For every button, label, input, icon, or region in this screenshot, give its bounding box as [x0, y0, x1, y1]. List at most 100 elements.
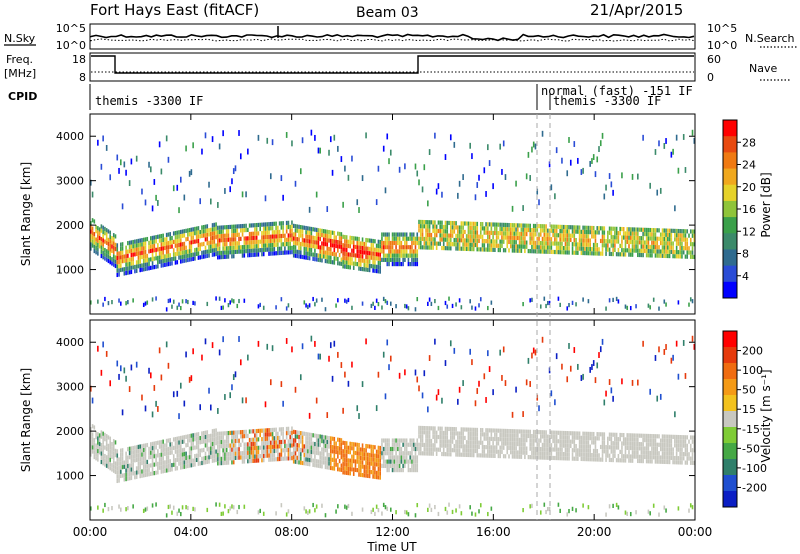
velocity-cell [164, 443, 166, 448]
velocity-cell [222, 448, 224, 453]
velocity-cell [90, 427, 92, 432]
power-cell [135, 243, 138, 248]
power-cell [391, 262, 394, 267]
velocity-cell [194, 437, 196, 442]
velocity-cell [404, 446, 406, 452]
velocity-cell [633, 437, 636, 442]
velocity-cell [195, 432, 198, 437]
power-cell [451, 220, 454, 226]
power-cell [98, 227, 101, 232]
velocity-cell [305, 431, 307, 437]
power-cell [573, 242, 576, 247]
power-cell [428, 224, 431, 229]
velocity-cell [476, 388, 479, 394]
nsky-tick-bottom-right: 10^0 [707, 39, 737, 52]
velocity-cell [250, 454, 253, 459]
velocity-cell [404, 509, 406, 515]
velocity-cell [543, 455, 546, 460]
power-cell [580, 229, 583, 234]
velocity-cell [411, 446, 413, 452]
velocity-cell [621, 378, 623, 385]
power-cell [292, 240, 295, 245]
velocity-cell [513, 441, 516, 447]
velocity-cell [171, 467, 173, 472]
velocity-cell [520, 454, 523, 459]
velocity-cell [471, 436, 473, 441]
power-cell [474, 238, 477, 243]
power-cell [432, 224, 434, 229]
power-cell [190, 252, 193, 258]
velocity-cell [118, 465, 120, 471]
velocity-cell [314, 446, 316, 451]
velocity-cell [474, 436, 477, 441]
velocity-cell [90, 385, 92, 392]
velocity-cell [638, 454, 641, 459]
velocity-cell [550, 447, 553, 452]
velocity-cell [494, 445, 496, 450]
velocity-cell [476, 453, 479, 458]
power-cell [284, 250, 286, 255]
power-cell [185, 245, 187, 250]
power-cell [257, 304, 260, 309]
velocity-cell [201, 439, 203, 445]
velocity-cell [631, 441, 634, 446]
velocity-cell [220, 511, 223, 517]
power-cell [382, 257, 385, 262]
velocity-cell [243, 429, 246, 435]
velocity-cell [239, 434, 242, 439]
power-cell [529, 223, 531, 228]
power-cell [647, 227, 650, 233]
power-cell [506, 227, 509, 232]
power-cell [458, 180, 461, 187]
power-cell [448, 246, 450, 251]
power-cell [209, 248, 212, 254]
velocity-cell [125, 455, 127, 461]
power-cell [266, 239, 269, 244]
velocity-cell [381, 446, 383, 452]
power-cell [172, 239, 175, 244]
power-cell [467, 246, 470, 252]
velocity-cell [344, 445, 346, 450]
velocity-cell [185, 464, 187, 469]
power-cell [573, 141, 576, 147]
power-cell [197, 226, 200, 231]
velocity-cell [391, 442, 394, 447]
velocity-cell [469, 427, 471, 432]
power-cell [675, 254, 678, 259]
power-cell [250, 231, 253, 236]
power-cell [389, 301, 392, 306]
velocity-cell [206, 442, 209, 448]
velocity-cell [344, 453, 346, 458]
velocity-cell [370, 470, 373, 475]
power-cell [107, 229, 110, 234]
power-cell [259, 222, 261, 227]
power-cell [577, 157, 579, 164]
power-cell [688, 250, 690, 255]
velocity-cell [587, 505, 590, 510]
power-cell [139, 246, 142, 252]
velocity-cell [652, 455, 655, 460]
velocity-cell [307, 461, 309, 467]
power-cell [347, 256, 350, 261]
velocity-cell [550, 455, 553, 460]
power-cell [435, 245, 438, 250]
date-label: 21/Apr/2015 [590, 1, 683, 19]
velocity-cell [578, 439, 581, 445]
colorbar-segment [723, 249, 737, 267]
power-cell [232, 228, 235, 234]
power-cell [142, 263, 145, 268]
velocity-cell [178, 444, 180, 449]
velocity-cell [492, 389, 494, 396]
velocity-cell [294, 386, 297, 393]
velocity-cell [146, 506, 149, 511]
power-cell [225, 250, 228, 255]
velocity-cell [344, 457, 346, 463]
velocity-cell [449, 439, 452, 444]
power-cell [393, 249, 396, 254]
power-cell [301, 242, 304, 247]
power-cell [328, 255, 330, 260]
power-cell [527, 223, 530, 228]
velocity-cell [384, 505, 387, 510]
velocity-cell [414, 451, 417, 456]
velocity-cell [127, 472, 129, 477]
